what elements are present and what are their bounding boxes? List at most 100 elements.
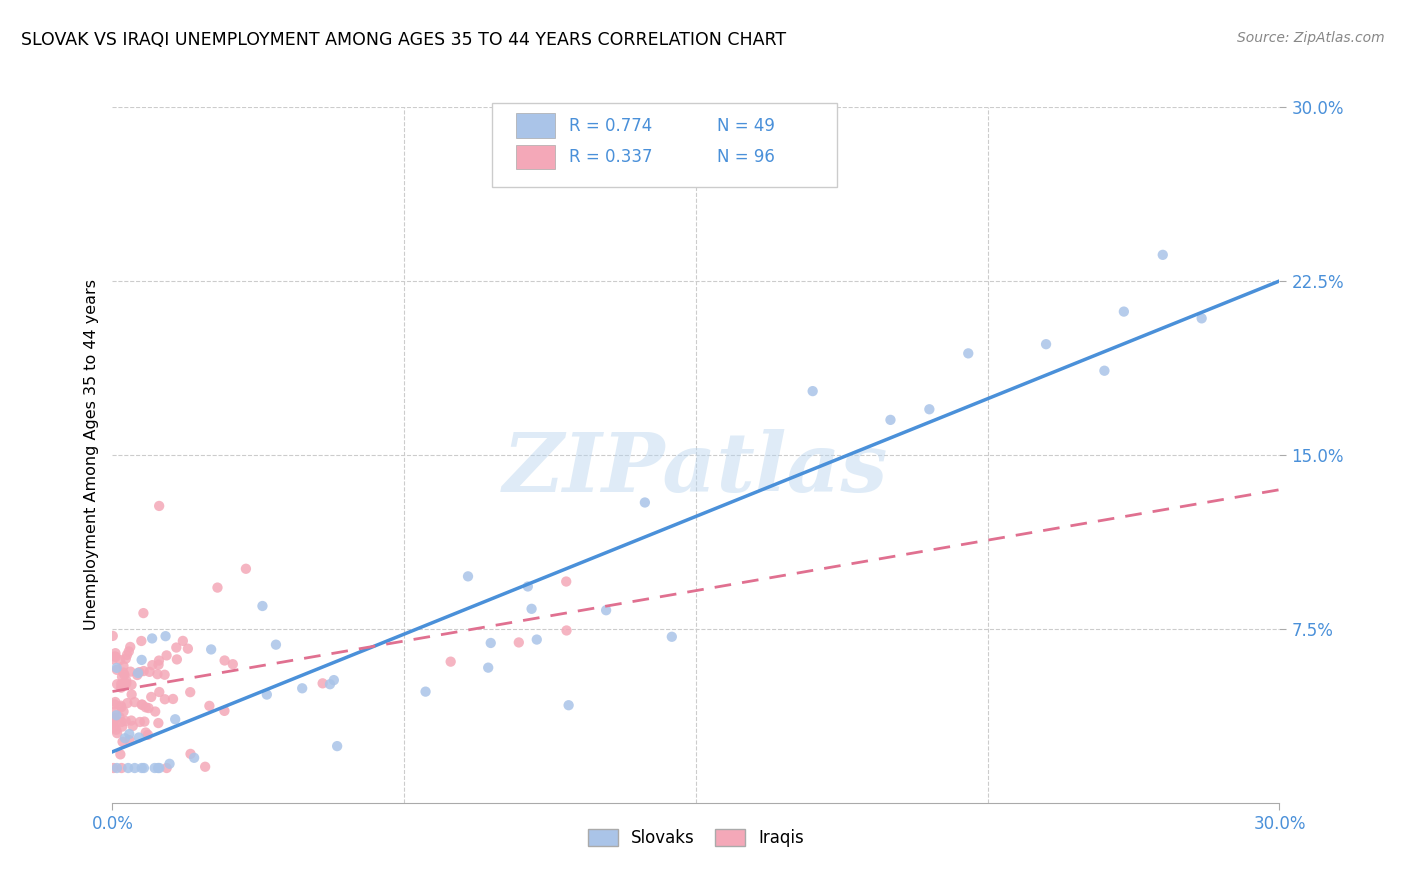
Point bbox=[141, 658, 163, 673]
Point bbox=[103, 712, 125, 726]
Point bbox=[146, 761, 169, 775]
Point bbox=[264, 638, 287, 652]
Point bbox=[555, 624, 578, 638]
Point bbox=[104, 711, 127, 725]
Point bbox=[105, 661, 128, 675]
Point bbox=[112, 705, 135, 719]
Point bbox=[105, 663, 128, 677]
Point bbox=[128, 714, 150, 729]
Point bbox=[477, 660, 499, 674]
Point bbox=[661, 630, 683, 644]
Point bbox=[200, 642, 222, 657]
Point bbox=[141, 690, 163, 704]
Point bbox=[112, 665, 135, 680]
Text: N = 96: N = 96 bbox=[717, 148, 775, 166]
Point bbox=[128, 731, 150, 745]
Point bbox=[110, 681, 132, 695]
Text: R = 0.337: R = 0.337 bbox=[569, 148, 652, 166]
Point bbox=[1094, 364, 1116, 378]
Point bbox=[110, 761, 132, 775]
Point bbox=[120, 640, 142, 654]
Point bbox=[319, 677, 342, 691]
Point bbox=[172, 634, 194, 648]
Point bbox=[135, 700, 157, 714]
Point bbox=[801, 384, 824, 398]
Point bbox=[117, 696, 139, 710]
Point bbox=[105, 677, 128, 691]
Point bbox=[103, 714, 125, 729]
Point bbox=[141, 632, 163, 646]
Point bbox=[105, 708, 128, 723]
Point bbox=[118, 727, 141, 741]
Point bbox=[104, 646, 127, 660]
Point bbox=[111, 720, 134, 734]
Point bbox=[110, 677, 132, 691]
Point bbox=[214, 653, 236, 667]
Point bbox=[115, 673, 138, 688]
Point bbox=[207, 581, 229, 595]
Point bbox=[115, 648, 138, 662]
Point bbox=[1191, 311, 1213, 326]
Point bbox=[111, 670, 134, 684]
Point bbox=[124, 761, 146, 775]
Point bbox=[180, 747, 202, 761]
Point bbox=[1112, 304, 1135, 318]
Point bbox=[131, 761, 153, 775]
Point bbox=[110, 700, 132, 714]
Point bbox=[520, 602, 543, 616]
Point bbox=[103, 761, 125, 775]
Point bbox=[104, 649, 127, 664]
Point bbox=[132, 606, 155, 620]
Point bbox=[132, 761, 155, 775]
Text: Source: ZipAtlas.com: Source: ZipAtlas.com bbox=[1237, 31, 1385, 45]
Point bbox=[957, 346, 980, 360]
Point bbox=[526, 632, 548, 647]
Point bbox=[128, 665, 150, 680]
Point bbox=[159, 756, 181, 771]
Text: N = 49: N = 49 bbox=[717, 117, 775, 135]
Point bbox=[1035, 337, 1057, 351]
Point bbox=[108, 710, 131, 724]
Point bbox=[121, 688, 143, 702]
Point bbox=[110, 747, 132, 762]
Point bbox=[101, 716, 124, 731]
Point bbox=[555, 574, 578, 589]
Point bbox=[131, 653, 153, 667]
Point bbox=[105, 726, 128, 740]
Point bbox=[143, 705, 166, 719]
Point bbox=[117, 761, 139, 775]
Point bbox=[127, 668, 149, 682]
Point bbox=[235, 562, 257, 576]
Point bbox=[143, 761, 166, 775]
Point bbox=[148, 654, 170, 668]
Point bbox=[153, 667, 176, 681]
Point bbox=[135, 725, 157, 739]
Point bbox=[120, 714, 142, 728]
Point bbox=[114, 651, 136, 665]
Point bbox=[183, 751, 205, 765]
Point bbox=[148, 499, 170, 513]
Point bbox=[222, 657, 245, 672]
Text: R = 0.774: R = 0.774 bbox=[569, 117, 652, 135]
Point bbox=[138, 701, 160, 715]
Point bbox=[136, 728, 159, 742]
Point bbox=[148, 716, 170, 731]
Point bbox=[256, 688, 278, 702]
Point bbox=[127, 666, 149, 681]
Point bbox=[131, 698, 153, 712]
Point bbox=[918, 402, 941, 417]
Point bbox=[124, 695, 146, 709]
Point bbox=[121, 678, 143, 692]
Point bbox=[155, 629, 177, 643]
Point bbox=[112, 659, 135, 673]
Point bbox=[134, 714, 156, 729]
Point bbox=[782, 158, 804, 172]
Point bbox=[131, 634, 153, 648]
Point bbox=[101, 652, 124, 666]
Point bbox=[101, 629, 124, 643]
Point bbox=[115, 676, 138, 690]
Point bbox=[165, 712, 187, 726]
Point bbox=[132, 664, 155, 678]
Point bbox=[194, 760, 217, 774]
Point bbox=[114, 714, 136, 728]
